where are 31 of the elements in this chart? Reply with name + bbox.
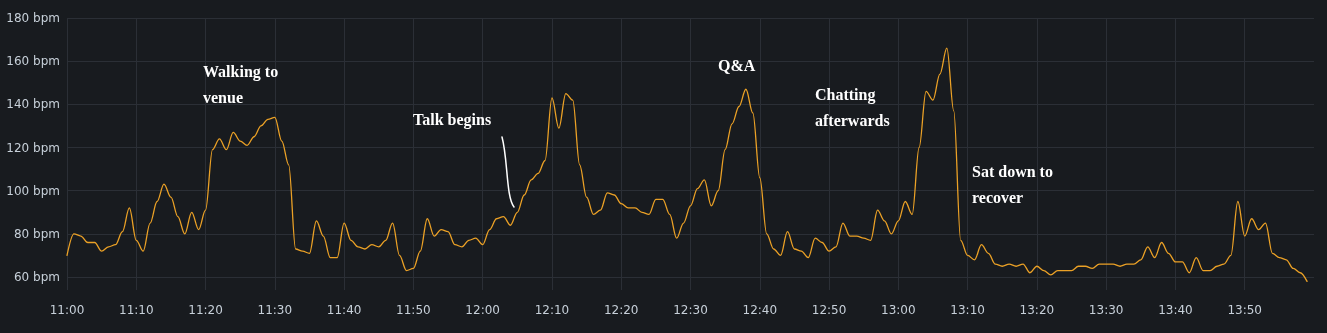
x-tick-label: 12:10 — [534, 303, 570, 317]
y-tick-label: 160 bpm — [6, 54, 60, 69]
x-tick-label: 13:00 — [881, 303, 916, 317]
y-tick-label: 60 bpm — [13, 270, 60, 285]
y-tick-label: 140 bpm — [6, 97, 60, 112]
y-tick-label: 80 bpm — [13, 226, 60, 241]
y-tick-label: 120 bpm — [6, 140, 60, 155]
x-tick-label: 11:20 — [188, 303, 223, 317]
x-tick-label: 11:30 — [257, 303, 293, 317]
x-tick-label: 11:00 — [49, 303, 85, 317]
x-tick-label: 13:50 — [1227, 303, 1263, 317]
x-tick-label: 11:40 — [326, 303, 362, 317]
x-tick-label: 12:50 — [811, 303, 847, 317]
annotation: Talk begins — [413, 110, 492, 129]
y-tick-label: 180 bpm — [6, 11, 60, 25]
y-tick-label: 100 bpm — [6, 183, 60, 198]
annotation: Walking to venue — [203, 62, 283, 106]
annotation: Q&A — [718, 56, 756, 74]
x-tick-label: 11:10 — [118, 303, 154, 317]
x-tick-label: 12:30 — [673, 303, 708, 317]
annotation: Chatting afterwards — [815, 85, 890, 129]
x-tick-label: 13:30 — [1088, 303, 1124, 317]
x-tick-label: 13:40 — [1158, 303, 1193, 317]
x-tick-label: 11:50 — [396, 303, 431, 317]
x-tick-label: 12:20 — [603, 303, 639, 317]
x-tick-label: 13:10 — [950, 303, 985, 317]
x-tick-label: 12:00 — [465, 303, 500, 317]
annotation: Sat down to recover — [972, 162, 1057, 206]
line-series — [66, 47, 1308, 283]
x-tick-label: 13:20 — [1019, 303, 1055, 317]
x-tick-label: 12:40 — [742, 303, 778, 317]
